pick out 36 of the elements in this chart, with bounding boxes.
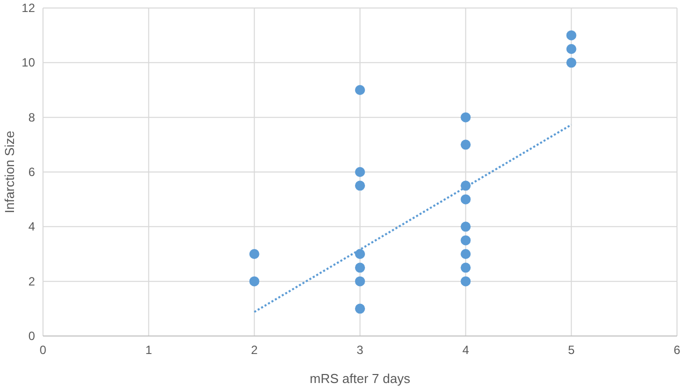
point — [460, 222, 471, 232]
point — [460, 276, 471, 286]
y-tick-label: 10 — [22, 56, 36, 70]
y-axis-title: Infarction Size — [2, 130, 17, 214]
y-tick-label: 2 — [28, 274, 36, 288]
point — [355, 167, 365, 177]
point — [460, 140, 471, 150]
x-tick-label: 2 — [250, 343, 258, 357]
point — [566, 58, 576, 68]
y-tick-label: 4 — [28, 220, 36, 234]
y-tick-label: 6 — [28, 165, 36, 179]
x-tick-label: 0 — [40, 343, 47, 357]
x-tick-label: 6 — [674, 343, 681, 357]
point — [460, 112, 471, 122]
point — [460, 249, 471, 259]
point — [249, 249, 260, 259]
point — [460, 262, 471, 273]
point — [355, 180, 365, 191]
point — [460, 235, 471, 246]
point — [355, 304, 365, 314]
point — [355, 276, 365, 286]
point — [249, 276, 260, 286]
x-tick-label: 1 — [145, 343, 152, 357]
point — [355, 85, 365, 95]
x-axis-title: mRS after 7 days — [310, 371, 411, 386]
point — [566, 30, 576, 40]
point — [355, 249, 365, 259]
x-tick-label: 4 — [462, 343, 470, 357]
y-tick-label: 0 — [28, 329, 36, 343]
y-tick-label: 12 — [22, 1, 36, 15]
point — [355, 262, 365, 273]
point — [460, 194, 471, 204]
point — [566, 44, 576, 54]
y-tick-label: 8 — [28, 110, 36, 124]
x-tick-label: 5 — [568, 343, 575, 357]
x-tick-label: 3 — [356, 343, 364, 357]
